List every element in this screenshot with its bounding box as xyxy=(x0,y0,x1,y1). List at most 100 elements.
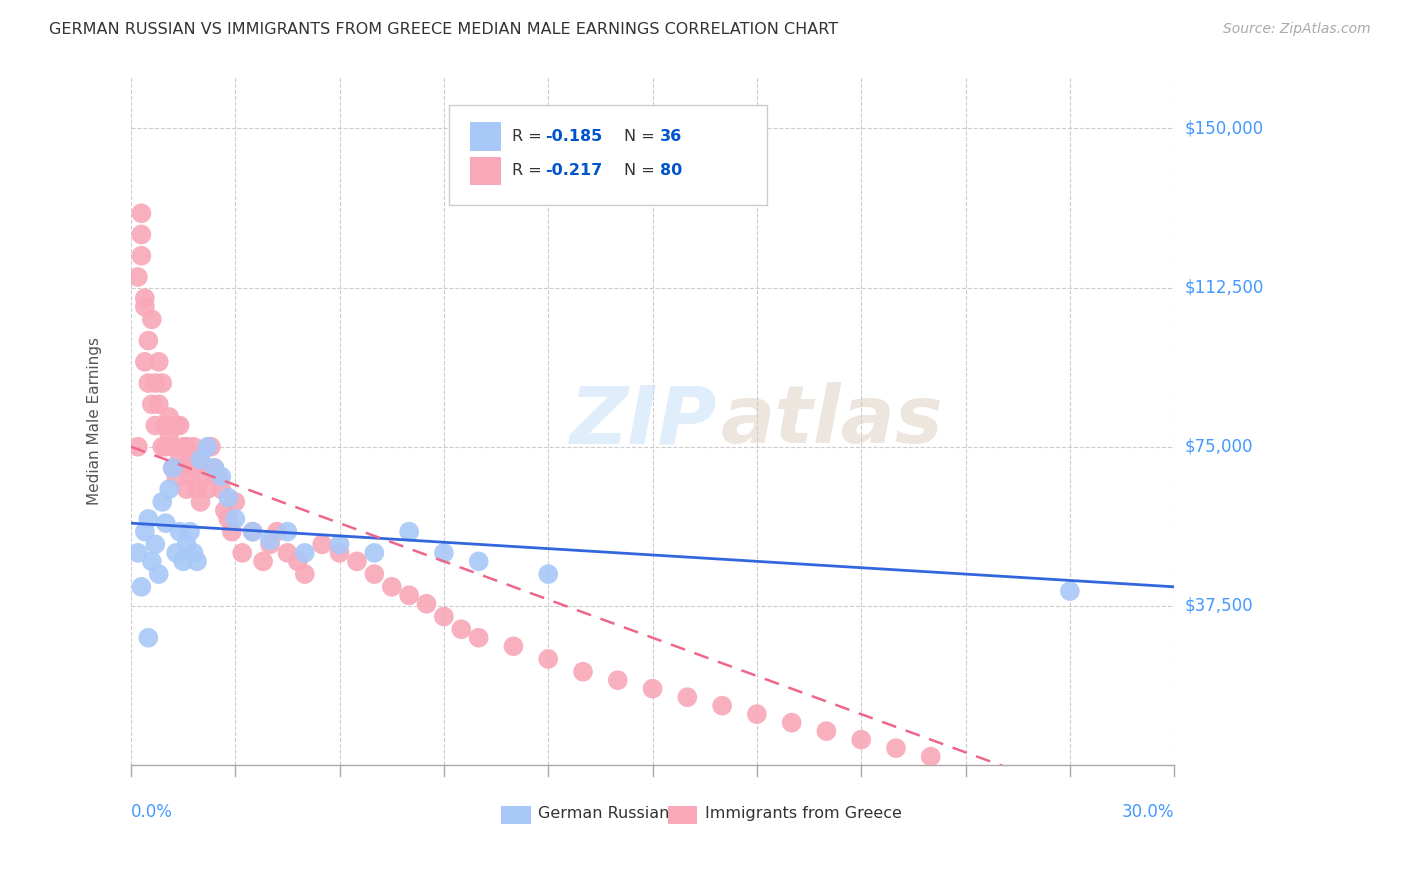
Text: $112,500: $112,500 xyxy=(1185,278,1264,296)
Immigrants from Greece xyxy=(172,440,194,454)
German Russians xyxy=(172,554,194,568)
German Russians xyxy=(183,546,205,560)
Text: German Russians: German Russians xyxy=(538,806,678,822)
Immigrants from Greece xyxy=(287,554,309,568)
German Russians xyxy=(209,469,232,483)
Immigrants from Greece xyxy=(136,334,159,348)
Text: Immigrants from Greece: Immigrants from Greece xyxy=(704,806,901,822)
German Russians xyxy=(259,533,281,548)
Text: Median Male Earnings: Median Male Earnings xyxy=(87,337,101,505)
Immigrants from Greece xyxy=(131,206,153,220)
German Russians xyxy=(190,452,212,467)
Immigrants from Greece xyxy=(433,609,456,624)
Immigrants from Greece xyxy=(450,622,472,636)
Immigrants from Greece xyxy=(252,554,274,568)
Immigrants from Greece xyxy=(148,397,170,411)
Immigrants from Greece xyxy=(467,631,489,645)
German Russians xyxy=(537,567,560,582)
Immigrants from Greece xyxy=(242,524,264,539)
German Russians xyxy=(127,546,149,560)
Immigrants from Greece xyxy=(193,469,215,483)
Immigrants from Greece xyxy=(162,461,184,475)
Immigrants from Greece xyxy=(150,376,173,390)
Text: N =: N = xyxy=(624,129,661,145)
Immigrants from Greece xyxy=(606,673,628,688)
German Russians xyxy=(143,537,166,551)
German Russians xyxy=(162,461,184,475)
German Russians xyxy=(136,512,159,526)
German Russians xyxy=(467,554,489,568)
Immigrants from Greece xyxy=(190,452,212,467)
Immigrants from Greece xyxy=(150,440,173,454)
Immigrants from Greece xyxy=(186,482,208,496)
Immigrants from Greece xyxy=(920,749,942,764)
Text: 30.0%: 30.0% xyxy=(1122,803,1174,821)
Immigrants from Greece xyxy=(711,698,734,713)
Immigrants from Greece xyxy=(231,546,253,560)
German Russians xyxy=(197,440,219,454)
FancyBboxPatch shape xyxy=(449,105,768,204)
German Russians xyxy=(134,524,156,539)
Immigrants from Greece xyxy=(363,567,385,582)
German Russians xyxy=(136,631,159,645)
Immigrants from Greece xyxy=(169,452,191,467)
Immigrants from Greece xyxy=(134,291,156,305)
Immigrants from Greece xyxy=(217,512,239,526)
Immigrants from Greece xyxy=(148,355,170,369)
FancyBboxPatch shape xyxy=(470,156,502,186)
German Russians xyxy=(141,554,163,568)
Text: Source: ZipAtlas.com: Source: ZipAtlas.com xyxy=(1223,22,1371,37)
Immigrants from Greece xyxy=(502,639,524,653)
German Russians xyxy=(148,567,170,582)
Immigrants from Greece xyxy=(398,588,420,602)
Immigrants from Greece xyxy=(214,503,236,517)
German Russians xyxy=(329,537,352,551)
German Russians xyxy=(433,546,456,560)
Immigrants from Greece xyxy=(176,440,198,454)
Immigrants from Greece xyxy=(415,597,437,611)
German Russians xyxy=(169,524,191,539)
Immigrants from Greece xyxy=(155,440,177,454)
Immigrants from Greece xyxy=(155,418,177,433)
Immigrants from Greece xyxy=(165,418,187,433)
Immigrants from Greece xyxy=(259,537,281,551)
Immigrants from Greece xyxy=(127,269,149,284)
Immigrants from Greece xyxy=(162,440,184,454)
Immigrants from Greece xyxy=(176,482,198,496)
German Russians xyxy=(202,461,225,475)
Immigrants from Greece xyxy=(266,524,288,539)
Immigrants from Greece xyxy=(141,397,163,411)
Immigrants from Greece xyxy=(221,524,243,539)
FancyBboxPatch shape xyxy=(502,805,530,823)
Immigrants from Greece xyxy=(134,355,156,369)
Immigrants from Greece xyxy=(851,732,873,747)
Immigrants from Greece xyxy=(179,452,201,467)
Text: 36: 36 xyxy=(659,129,682,145)
Immigrants from Greece xyxy=(169,418,191,433)
Immigrants from Greece xyxy=(641,681,664,696)
Immigrants from Greece xyxy=(165,469,187,483)
Immigrants from Greece xyxy=(276,546,298,560)
Text: 80: 80 xyxy=(659,163,682,178)
Immigrants from Greece xyxy=(172,461,194,475)
Immigrants from Greece xyxy=(202,461,225,475)
Immigrants from Greece xyxy=(884,741,907,756)
Immigrants from Greece xyxy=(207,469,229,483)
Text: $37,500: $37,500 xyxy=(1185,597,1253,615)
Immigrants from Greece xyxy=(381,580,404,594)
German Russians xyxy=(165,546,187,560)
Immigrants from Greece xyxy=(209,482,232,496)
Immigrants from Greece xyxy=(572,665,595,679)
Immigrants from Greece xyxy=(131,249,153,263)
Immigrants from Greece xyxy=(183,461,205,475)
Text: 0.0%: 0.0% xyxy=(131,803,173,821)
German Russians xyxy=(131,580,153,594)
Text: R =: R = xyxy=(512,163,547,178)
Immigrants from Greece xyxy=(134,300,156,314)
FancyBboxPatch shape xyxy=(470,122,502,151)
German Russians xyxy=(157,482,180,496)
Text: -0.185: -0.185 xyxy=(546,129,602,145)
Immigrants from Greece xyxy=(141,312,163,326)
German Russians xyxy=(224,512,246,526)
German Russians xyxy=(155,516,177,530)
